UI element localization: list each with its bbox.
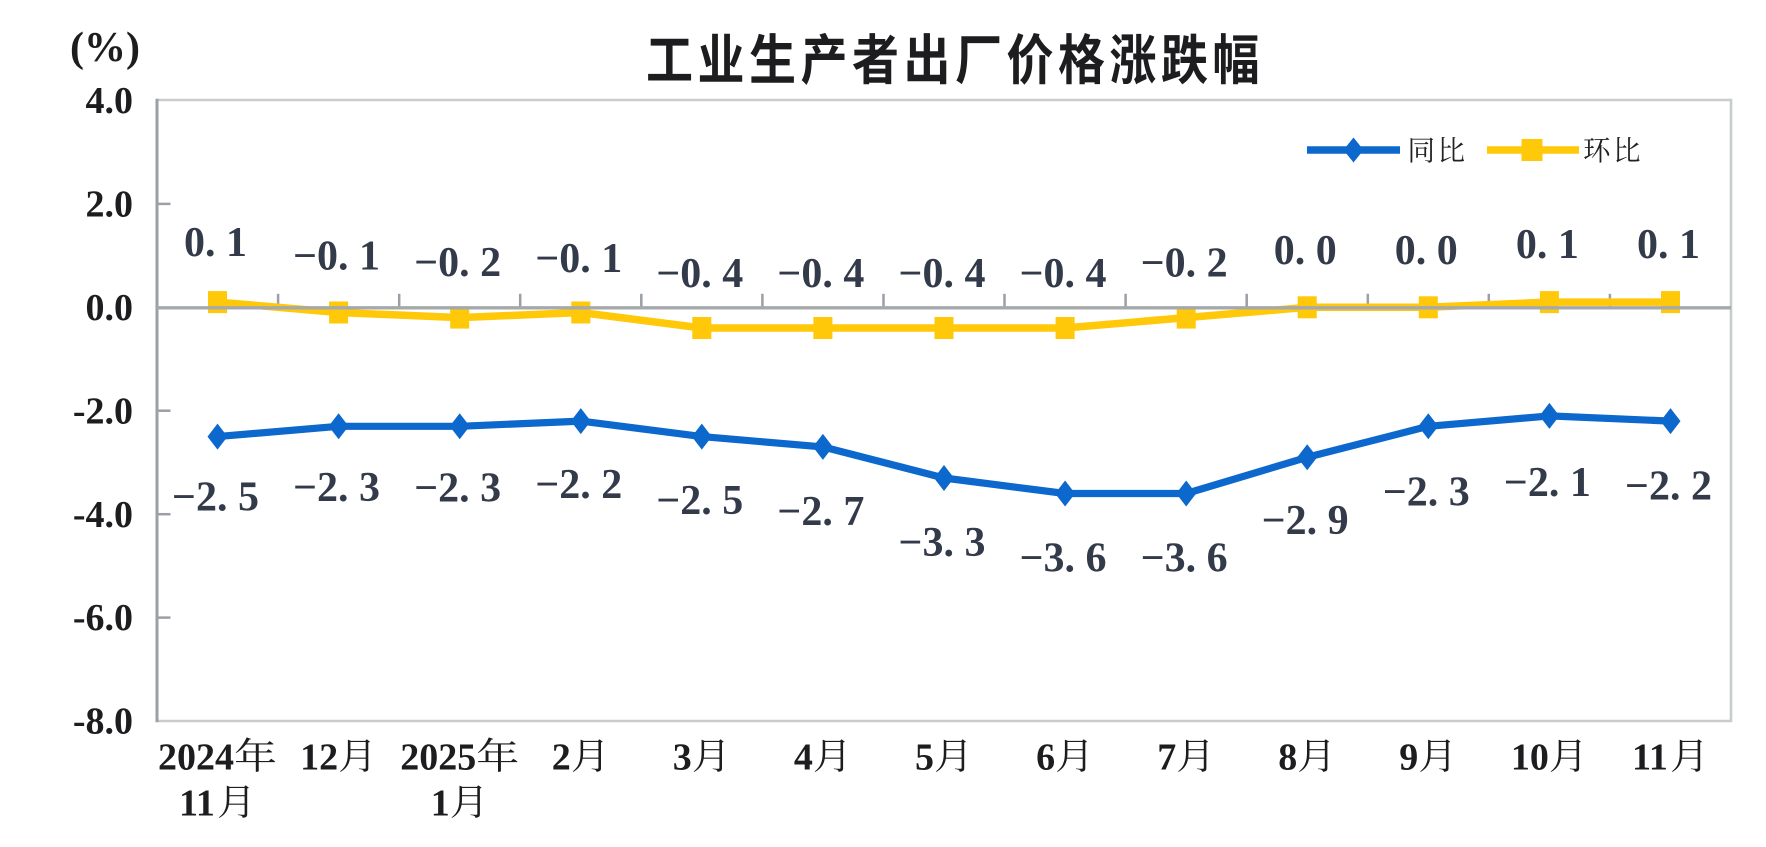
svg-text:−3. 3: −3. 3 xyxy=(899,520,986,566)
svg-text:−0. 1: −0. 1 xyxy=(535,236,622,282)
svg-text:-2.0: -2.0 xyxy=(73,390,133,432)
svg-text:−2. 2: −2. 2 xyxy=(1625,464,1712,510)
svg-text:−2. 3: −2. 3 xyxy=(293,465,380,511)
svg-text:9: 9 xyxy=(1399,737,1418,779)
svg-text:−0. 4: −0. 4 xyxy=(1020,251,1107,297)
svg-text:(%): (%) xyxy=(70,25,140,71)
svg-text:6: 6 xyxy=(1036,737,1055,779)
svg-text:2.0: 2.0 xyxy=(86,184,134,226)
svg-text:−0. 2: −0. 2 xyxy=(1141,241,1228,287)
svg-text:-8.0: -8.0 xyxy=(73,701,133,743)
svg-text:8: 8 xyxy=(1278,737,1297,779)
svg-text:−0. 1: −0. 1 xyxy=(293,233,380,279)
svg-text:0. 1: 0. 1 xyxy=(184,220,247,266)
svg-text:−2. 5: −2. 5 xyxy=(656,478,743,524)
svg-text:−2. 3: −2. 3 xyxy=(1383,470,1470,516)
svg-text:−0. 4: −0. 4 xyxy=(656,251,743,297)
svg-text:−2. 9: −2. 9 xyxy=(1262,498,1349,544)
svg-text:0. 0: 0. 0 xyxy=(1274,228,1337,274)
svg-text:−0. 4: −0. 4 xyxy=(899,251,986,297)
svg-text:0.0: 0.0 xyxy=(86,287,134,329)
svg-text:−2. 2: −2. 2 xyxy=(535,462,622,508)
svg-text:1: 1 xyxy=(431,783,450,825)
svg-text:10: 10 xyxy=(1511,737,1549,779)
svg-text:0. 0: 0. 0 xyxy=(1395,228,1458,274)
svg-text:11: 11 xyxy=(1632,737,1668,779)
svg-text:-6.0: -6.0 xyxy=(73,597,133,639)
svg-text:−2. 5: −2. 5 xyxy=(172,475,259,521)
svg-text:11: 11 xyxy=(179,783,215,825)
svg-text:0. 1: 0. 1 xyxy=(1637,222,1700,268)
svg-text:-4.0: -4.0 xyxy=(73,494,133,536)
svg-text:4.0: 4.0 xyxy=(86,80,134,122)
svg-text:−2. 3: −2. 3 xyxy=(414,466,501,512)
svg-text:5: 5 xyxy=(915,737,934,779)
svg-text:4: 4 xyxy=(794,737,813,779)
svg-text:12: 12 xyxy=(300,737,338,779)
svg-text:3: 3 xyxy=(673,737,692,779)
svg-text:−3. 6: −3. 6 xyxy=(1141,535,1228,581)
svg-text:0. 1: 0. 1 xyxy=(1516,222,1579,268)
svg-text:−0. 4: −0. 4 xyxy=(777,251,864,297)
svg-text:−2. 1: −2. 1 xyxy=(1504,460,1591,506)
svg-text:−0. 2: −0. 2 xyxy=(414,240,501,286)
svg-text:7: 7 xyxy=(1157,737,1176,779)
svg-text:2025: 2025 xyxy=(400,737,476,779)
svg-text:2: 2 xyxy=(552,737,571,779)
svg-text:−3. 6: −3. 6 xyxy=(1020,535,1107,581)
svg-text:2024: 2024 xyxy=(158,737,234,779)
svg-text:−2. 7: −2. 7 xyxy=(777,489,864,535)
